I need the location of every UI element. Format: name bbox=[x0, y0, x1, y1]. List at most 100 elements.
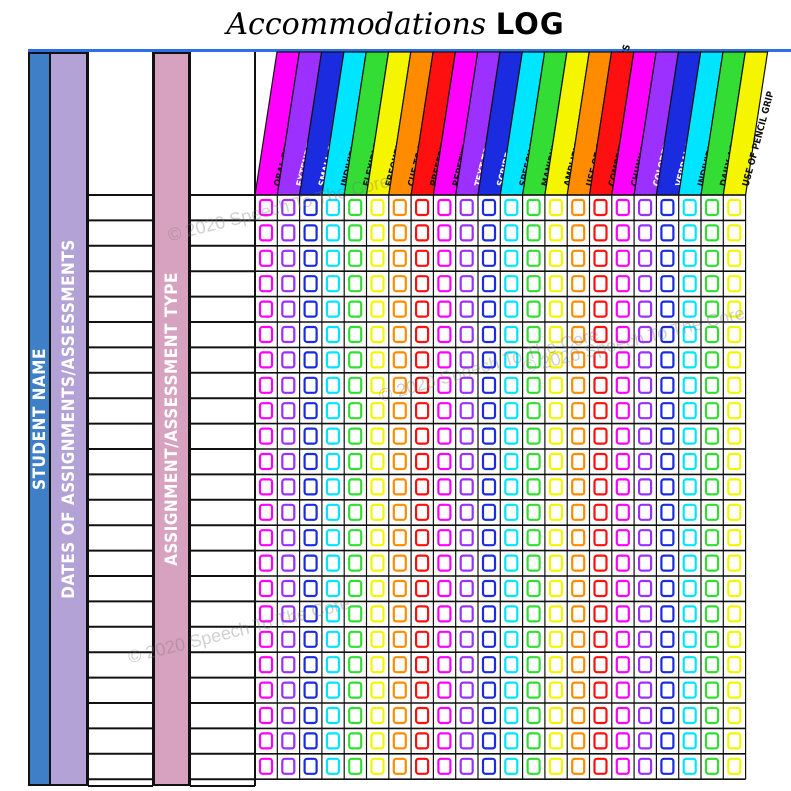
accommodation-checkbox[interactable] bbox=[258, 605, 274, 623]
accommodation-checkbox[interactable] bbox=[481, 579, 497, 598]
accommodation-checkbox[interactable] bbox=[637, 427, 653, 445]
accommodation-checkbox[interactable] bbox=[415, 579, 430, 598]
accommodation-checkbox[interactable] bbox=[370, 275, 385, 293]
accommodation-checkbox[interactable] bbox=[281, 376, 296, 394]
accommodation-checkbox[interactable] bbox=[415, 529, 430, 547]
accommodation-checkbox[interactable] bbox=[548, 554, 564, 572]
accommodation-checkbox[interactable] bbox=[258, 249, 274, 267]
accommodation-checkbox[interactable] bbox=[303, 579, 318, 598]
accommodation-checkbox[interactable] bbox=[526, 224, 541, 242]
accommodation-checkbox[interactable] bbox=[682, 427, 697, 445]
accommodation-checkbox[interactable] bbox=[415, 402, 430, 420]
accommodation-checkbox[interactable] bbox=[370, 198, 385, 217]
accommodation-checkbox[interactable] bbox=[504, 198, 519, 217]
accommodation-checkbox[interactable] bbox=[593, 275, 608, 293]
accommodation-checkbox[interactable] bbox=[704, 402, 720, 420]
accommodation-checkbox[interactable] bbox=[370, 452, 385, 471]
accommodation-checkbox[interactable] bbox=[325, 503, 340, 521]
accommodation-checkbox[interactable] bbox=[281, 351, 296, 369]
accommodation-checkbox[interactable] bbox=[593, 427, 608, 445]
accommodation-checkbox[interactable] bbox=[281, 529, 296, 547]
accommodation-checkbox[interactable] bbox=[704, 325, 720, 344]
accommodation-checkbox[interactable] bbox=[526, 351, 541, 369]
accommodation-checkbox[interactable] bbox=[437, 656, 452, 674]
accommodation-checkbox[interactable] bbox=[704, 351, 720, 369]
accommodation-checkbox[interactable] bbox=[459, 224, 474, 242]
accommodation-checkbox[interactable] bbox=[303, 732, 318, 750]
accommodation-checkbox[interactable] bbox=[526, 325, 541, 344]
accommodation-checkbox[interactable] bbox=[325, 579, 340, 598]
accommodation-checkbox[interactable] bbox=[303, 452, 318, 471]
accommodation-checkbox[interactable] bbox=[459, 656, 474, 674]
accommodation-checkbox[interactable] bbox=[526, 681, 541, 699]
accommodation-checkbox[interactable] bbox=[481, 605, 497, 623]
accommodation-checkbox[interactable] bbox=[325, 300, 340, 318]
accommodation-checkbox[interactable] bbox=[415, 706, 430, 725]
accommodation-checkbox[interactable] bbox=[526, 478, 541, 496]
accommodation-checkbox[interactable] bbox=[370, 402, 385, 420]
accommodation-checkbox[interactable] bbox=[637, 732, 653, 750]
accommodation-checkbox[interactable] bbox=[637, 605, 653, 623]
accommodation-checkbox[interactable] bbox=[593, 656, 608, 674]
accommodation-checkbox[interactable] bbox=[437, 275, 452, 293]
accommodation-checkbox[interactable] bbox=[303, 224, 318, 242]
accommodation-checkbox[interactable] bbox=[593, 224, 608, 242]
accommodation-checkbox[interactable] bbox=[526, 275, 541, 293]
accommodation-checkbox[interactable] bbox=[660, 351, 675, 369]
accommodation-checkbox[interactable] bbox=[258, 300, 274, 318]
accommodation-checkbox[interactable] bbox=[303, 249, 318, 267]
accommodation-checkbox[interactable] bbox=[258, 503, 274, 521]
accommodation-checkbox[interactable] bbox=[526, 503, 541, 521]
accommodation-checkbox[interactable] bbox=[548, 402, 564, 420]
accommodation-checkbox[interactable] bbox=[504, 757, 519, 775]
accommodation-checkbox[interactable] bbox=[281, 478, 296, 496]
accommodation-checkbox[interactable] bbox=[281, 249, 296, 267]
accommodation-checkbox[interactable] bbox=[704, 478, 720, 496]
accommodation-checkbox[interactable] bbox=[615, 503, 630, 521]
accommodation-checkbox[interactable] bbox=[682, 300, 697, 318]
accommodation-checkbox[interactable] bbox=[660, 427, 675, 445]
accommodation-checkbox[interactable] bbox=[526, 579, 541, 598]
accommodation-checkbox[interactable] bbox=[437, 503, 452, 521]
accommodation-checkbox[interactable] bbox=[704, 275, 720, 293]
accommodation-checkbox[interactable] bbox=[637, 681, 653, 699]
accommodation-checkbox[interactable] bbox=[727, 554, 742, 572]
accommodation-checkbox[interactable] bbox=[615, 325, 630, 344]
accommodation-checkbox[interactable] bbox=[682, 630, 697, 648]
accommodation-checkbox[interactable] bbox=[348, 706, 363, 725]
accommodation-checkbox[interactable] bbox=[637, 325, 653, 344]
accommodation-checkbox[interactable] bbox=[504, 478, 519, 496]
accommodation-checkbox[interactable] bbox=[392, 732, 407, 750]
accommodation-checkbox[interactable] bbox=[704, 656, 720, 674]
accommodation-checkbox[interactable] bbox=[727, 275, 742, 293]
accommodation-checkbox[interactable] bbox=[615, 630, 630, 648]
accommodation-checkbox[interactable] bbox=[548, 529, 564, 547]
accommodation-checkbox[interactable] bbox=[682, 249, 697, 267]
accommodation-checkbox[interactable] bbox=[548, 579, 564, 598]
accommodation-checkbox[interactable] bbox=[660, 402, 675, 420]
accommodation-checkbox[interactable] bbox=[526, 706, 541, 725]
accommodation-checkbox[interactable] bbox=[615, 198, 630, 217]
accommodation-checkbox[interactable] bbox=[459, 452, 474, 471]
accommodation-checkbox[interactable] bbox=[548, 249, 564, 267]
accommodation-checkbox[interactable] bbox=[727, 529, 742, 547]
accommodation-checkbox[interactable] bbox=[258, 376, 274, 394]
accommodation-checkbox[interactable] bbox=[348, 452, 363, 471]
accommodation-checkbox[interactable] bbox=[281, 579, 296, 598]
accommodation-checkbox[interactable] bbox=[415, 630, 430, 648]
accommodation-checkbox[interactable] bbox=[459, 325, 474, 344]
accommodation-checkbox[interactable] bbox=[348, 376, 363, 394]
accommodation-checkbox[interactable] bbox=[348, 605, 363, 623]
accommodation-checkbox[interactable] bbox=[281, 681, 296, 699]
accommodation-checkbox[interactable] bbox=[571, 630, 586, 648]
accommodation-checkbox[interactable] bbox=[303, 706, 318, 725]
accommodation-checkbox[interactable] bbox=[571, 579, 586, 598]
accommodation-checkbox[interactable] bbox=[348, 351, 363, 369]
accommodation-checkbox[interactable] bbox=[481, 427, 497, 445]
accommodation-checkbox[interactable] bbox=[459, 198, 474, 217]
accommodation-checkbox[interactable] bbox=[370, 757, 385, 775]
accommodation-checkbox[interactable] bbox=[303, 402, 318, 420]
accommodation-checkbox[interactable] bbox=[325, 605, 340, 623]
accommodation-checkbox[interactable] bbox=[392, 529, 407, 547]
accommodation-checkbox[interactable] bbox=[325, 757, 340, 775]
